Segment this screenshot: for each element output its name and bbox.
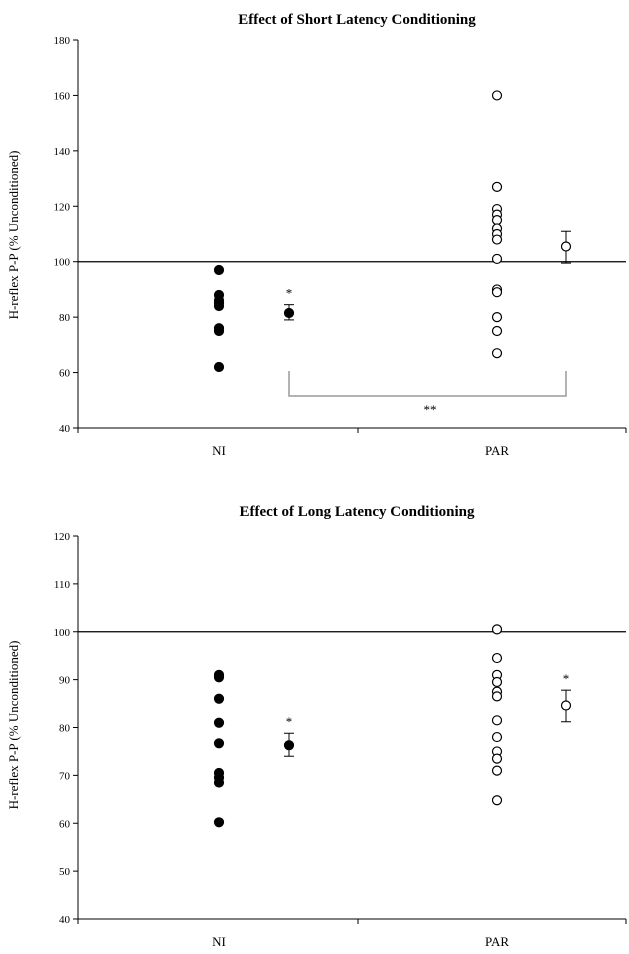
category-label-par: PAR — [485, 934, 509, 949]
data-point-par — [491, 652, 503, 664]
y-tick-label: 180 — [54, 35, 71, 47]
y-tick-label: 60 — [59, 818, 71, 830]
y-tick-label: 100 — [54, 627, 71, 639]
data-point-ni — [213, 264, 225, 276]
data-point-par — [491, 287, 503, 298]
data-point-par — [491, 765, 503, 776]
data-point-par — [491, 731, 503, 743]
data-point-par — [491, 348, 503, 359]
data-point-par — [491, 624, 503, 635]
category-label-ni: NI — [212, 443, 226, 458]
mean-marker — [560, 700, 572, 711]
data-point-ni — [213, 717, 225, 728]
data-point-ni — [213, 738, 225, 749]
data-point-par — [491, 676, 503, 688]
data-point-par — [491, 215, 503, 226]
chart-panel-short-latency: Effect of Short Latency Conditioning H-r… — [6, 12, 627, 458]
chart-title: Effect of Long Latency Conditioning — [239, 504, 475, 520]
y-tick-label: 120 — [54, 201, 71, 213]
y-tick-label: 100 — [54, 257, 71, 269]
data-point-par — [491, 234, 503, 245]
y-tick-label: 90 — [59, 675, 71, 687]
data-point-par — [491, 753, 503, 764]
significance-star: * — [563, 671, 570, 686]
y-tick-label: 60 — [59, 368, 71, 380]
mean-marker — [283, 740, 295, 751]
y-tick-label: 80 — [59, 312, 71, 324]
y-tick-label: 40 — [59, 914, 71, 926]
chart-panel-long-latency: Effect of Long Latency Conditioning H-re… — [6, 504, 627, 949]
data-point-ni — [213, 361, 225, 373]
bracket-significance-label: ** — [424, 402, 437, 417]
y-tick-label: 120 — [54, 531, 71, 543]
mean-marker — [283, 307, 295, 319]
y-tick-label: 40 — [59, 423, 71, 435]
data-point-par — [491, 90, 503, 101]
y-tick-label: 110 — [54, 579, 71, 591]
data-point-ni — [213, 817, 225, 828]
data-point-ni — [213, 325, 225, 337]
data-point-par — [491, 715, 503, 726]
chart-title: Effect of Short Latency Conditioning — [238, 12, 476, 28]
category-label-ni: NI — [212, 934, 226, 949]
data-point-par — [491, 253, 503, 265]
y-axis-label: H-reflex P-P (% Unconditioned) — [6, 151, 21, 320]
y-tick-label: 50 — [59, 866, 71, 878]
data-point-ni — [213, 777, 225, 788]
y-tick-label: 160 — [54, 90, 71, 102]
comparison-bracket — [288, 371, 567, 397]
category-label-par: PAR — [485, 443, 509, 458]
data-point-par — [491, 312, 503, 323]
data-point-par — [491, 691, 503, 702]
data-point-par — [491, 325, 503, 337]
data-point-par — [491, 795, 503, 806]
significance-star: * — [286, 714, 293, 729]
y-tick-label: 140 — [54, 146, 71, 158]
y-tick-label: 80 — [59, 723, 71, 735]
data-point-ni — [213, 672, 225, 683]
data-point-ni — [213, 300, 225, 312]
data-point-ni — [213, 693, 225, 704]
y-axis-label: H-reflex P-P (% Unconditioned) — [6, 641, 21, 810]
mean-marker — [560, 241, 572, 252]
data-point-par — [491, 181, 503, 192]
y-tick-label: 70 — [59, 770, 71, 782]
significance-star: * — [286, 286, 293, 301]
